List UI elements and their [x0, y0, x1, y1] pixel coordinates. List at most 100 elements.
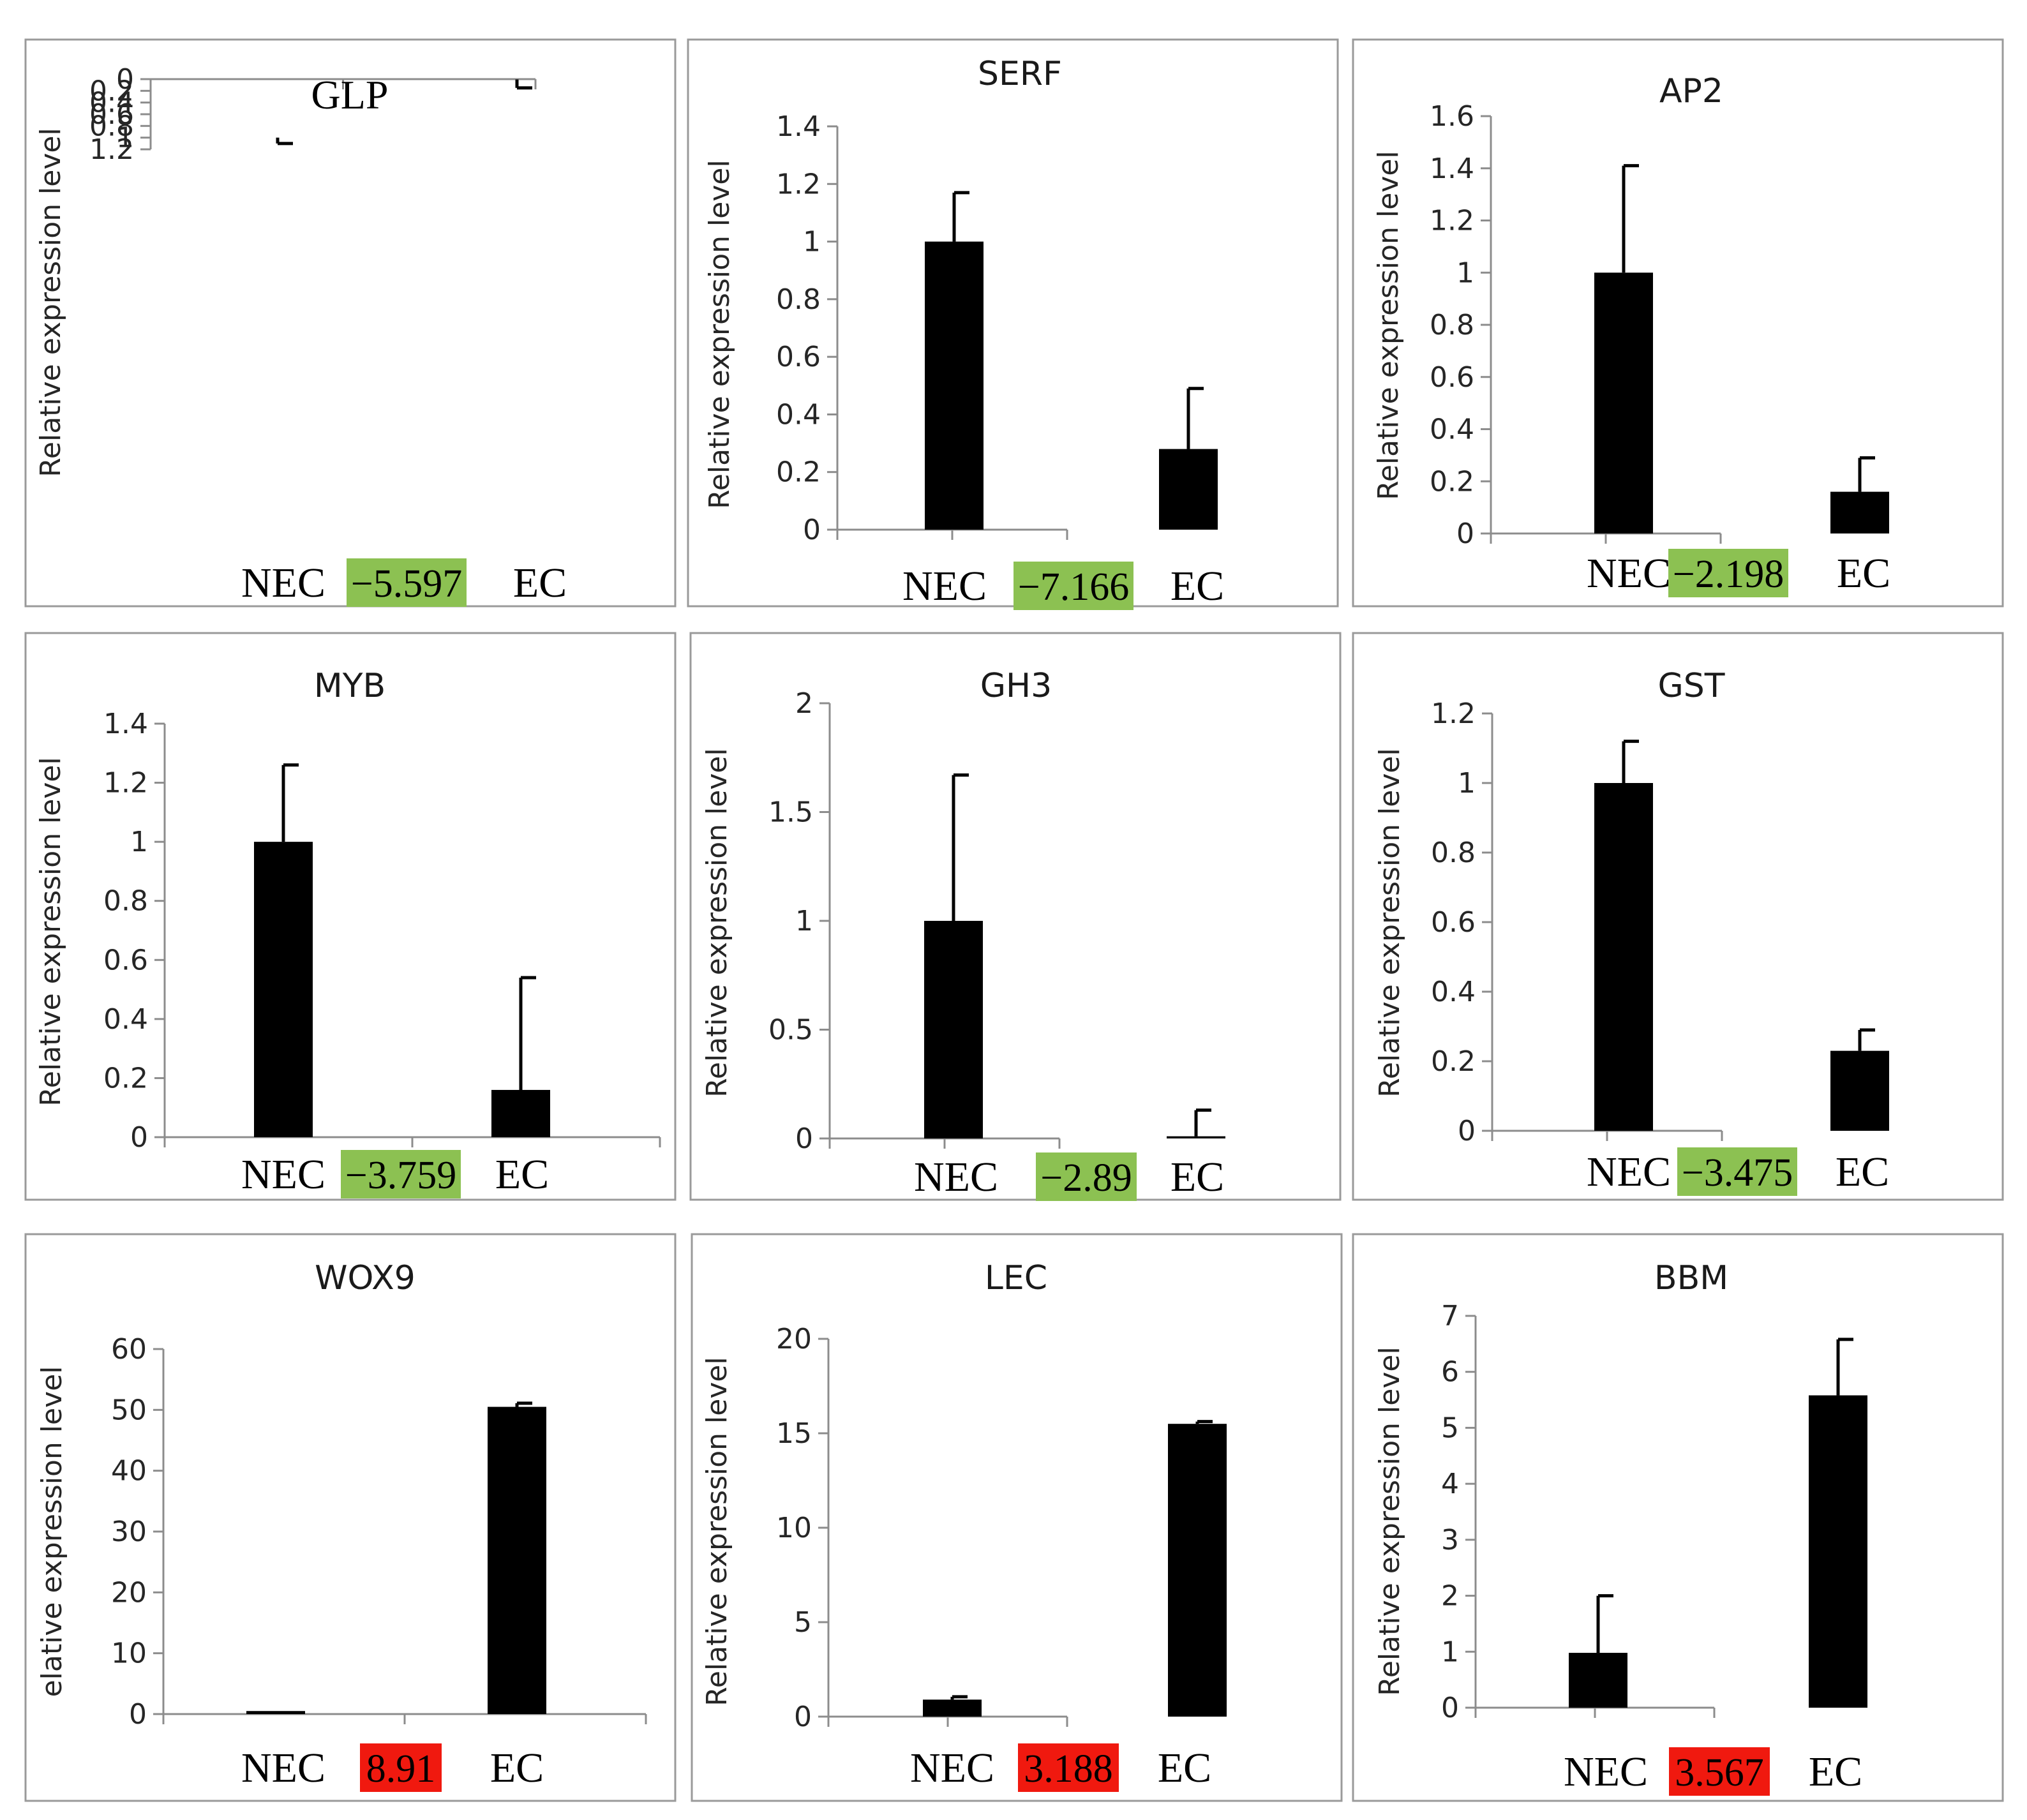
category-label-nec: NEC	[914, 1154, 998, 1200]
y-tick-label: 0.6	[103, 944, 148, 976]
y-tick-label: 0.6	[776, 341, 821, 373]
y-tick-label: 1.2	[1431, 697, 1476, 730]
chart-panel-wox9: 0 10 20 30 40 50 60 elative expression level WOX…	[24, 1233, 677, 1802]
y-tick-label: 0	[794, 1701, 812, 1733]
bar-ec	[1830, 1050, 1889, 1131]
fold-change-label: −2.89	[1040, 1156, 1132, 1200]
fold-change-label: −3.475	[1682, 1151, 1793, 1195]
chart-title: BBM	[1654, 1259, 1728, 1297]
y-tick-label: 0.4	[1430, 414, 1474, 446]
bar-ec	[491, 1089, 550, 1137]
category-label-ec: EC	[490, 1745, 544, 1791]
bar-nec	[1594, 272, 1653, 533]
y-tick-label: 1	[116, 122, 134, 154]
fold-change-highlight	[1668, 549, 1788, 597]
bar-ec	[1167, 1136, 1225, 1138]
bar-nec	[923, 1699, 982, 1717]
y-tick-label: 1	[803, 226, 821, 258]
y-tick-label: 0.6	[1431, 906, 1476, 939]
fold-change-highlight	[341, 1150, 461, 1198]
y-tick-label: 1.2	[1430, 205, 1474, 237]
chart-panel-gst: 0 0.2 0.4 0.6 0.8 1 1.2 Relative expression lev…	[1352, 632, 2004, 1201]
y-tick-label: 0.6	[89, 98, 134, 131]
chart-title: LEC	[985, 1259, 1047, 1297]
y-tick-label: 0.8	[1430, 309, 1474, 341]
y-tick-label: 20	[776, 1323, 812, 1355]
y-tick-label: 0.4	[103, 1003, 148, 1036]
category-label-nec: NEC	[1587, 550, 1671, 597]
y-axis-label: Relative expression level	[34, 757, 67, 1106]
y-tick-label: 40	[111, 1455, 147, 1488]
chart-panel-serf: 0 0.2 0.4 0.6 0.8 1 1.2 1.4 Relative expression …	[687, 38, 1339, 610]
y-tick-label: 5	[1441, 1412, 1459, 1444]
y-tick-label: 50	[111, 1394, 147, 1426]
fold-change-highlight	[1036, 1152, 1137, 1201]
chart-title: GST	[1657, 667, 1724, 705]
y-tick-label: 15	[776, 1417, 812, 1450]
y-axis-label: Relative expression level	[701, 1357, 733, 1706]
chart-title: AP2	[1659, 72, 1723, 110]
y-tick-label: 0	[1456, 518, 1474, 550]
y-tick-label: 1.4	[103, 708, 148, 740]
category-label-ec: EC	[1171, 1154, 1224, 1200]
bar-ec	[1168, 1424, 1227, 1717]
y-tick-label: 1	[1441, 1636, 1459, 1668]
chart-title: GH3	[980, 667, 1052, 705]
y-tick-label: 0.8	[103, 885, 148, 918]
panel-border	[24, 38, 677, 608]
bar-nec	[924, 921, 983, 1138]
chart-title: MYB	[314, 667, 385, 705]
fold-change-label: −5.597	[351, 562, 462, 606]
y-tick-label: 0.6	[1430, 361, 1474, 394]
y-tick-label: 0.4	[776, 398, 821, 431]
y-tick-label: 3	[1441, 1524, 1459, 1556]
y-axis-label: elative expression level	[36, 1366, 68, 1697]
category-label-ec: EC	[1836, 1149, 1889, 1195]
y-tick-label: 0	[130, 1121, 148, 1154]
y-tick-label: 0	[803, 514, 821, 546]
fold-change-label: −2.198	[1673, 553, 1784, 596]
y-tick-label: 0.4	[89, 87, 134, 119]
y-tick-label: 0.8	[89, 110, 134, 142]
fold-change-label: 8.91	[366, 1747, 436, 1791]
panel-border	[1352, 1233, 2004, 1802]
bar-ec	[488, 1406, 546, 1714]
y-tick-label: 0	[1458, 1115, 1476, 1147]
fold-change-highlight	[360, 1743, 442, 1792]
panel-border	[1352, 38, 2004, 608]
bar-nec	[246, 1711, 305, 1714]
y-axis-label: Relative expression level	[1372, 151, 1405, 500]
y-tick-label: 0.8	[776, 283, 821, 316]
category-label-ec: EC	[513, 560, 567, 606]
chart-title: GLP	[311, 72, 389, 117]
panel-border	[689, 632, 1342, 1201]
category-label-nec: NEC	[1587, 1149, 1671, 1195]
y-tick-label: 1.2	[776, 168, 821, 200]
chart-panel-bbm: 0 1 2 3 4 5 6 7 Relative expression level BBM NEC E…	[1352, 1233, 2004, 1802]
y-tick-label: 0	[116, 63, 134, 96]
y-tick-label: 10	[111, 1637, 147, 1670]
y-tick-label: 60	[111, 1333, 147, 1366]
category-label-ec: EC	[495, 1151, 549, 1198]
fold-change-highlight	[1014, 562, 1133, 610]
y-tick-label: 0.5	[768, 1014, 813, 1047]
y-axis-label: Relative expression level	[703, 160, 736, 509]
chart-panel-lec: 0 5 10 15 20 Relative expression level LEC NEC E…	[691, 1233, 1343, 1802]
y-tick-label: 20	[111, 1576, 147, 1609]
fold-change-highlight	[347, 558, 467, 607]
panel-border	[691, 1233, 1343, 1802]
chart-title: WOX9	[315, 1259, 415, 1297]
y-tick-label: 30	[111, 1516, 147, 1548]
y-tick-label: 0.2	[776, 456, 821, 489]
fold-change-label: −7.166	[1018, 565, 1129, 609]
fold-change-highlight	[1677, 1147, 1797, 1196]
bar-nec	[1594, 783, 1653, 1131]
y-tick-label: 0.2	[89, 75, 134, 107]
fold-change-label: 3.188	[1024, 1747, 1113, 1791]
y-tick-label: 0	[795, 1123, 813, 1155]
y-tick-label: 0.2	[1431, 1045, 1476, 1078]
y-tick-label: 2	[1441, 1580, 1459, 1613]
category-label-ec: EC	[1809, 1749, 1862, 1795]
y-tick-label: 1	[1456, 257, 1474, 289]
y-tick-label: 0.2	[103, 1062, 148, 1094]
